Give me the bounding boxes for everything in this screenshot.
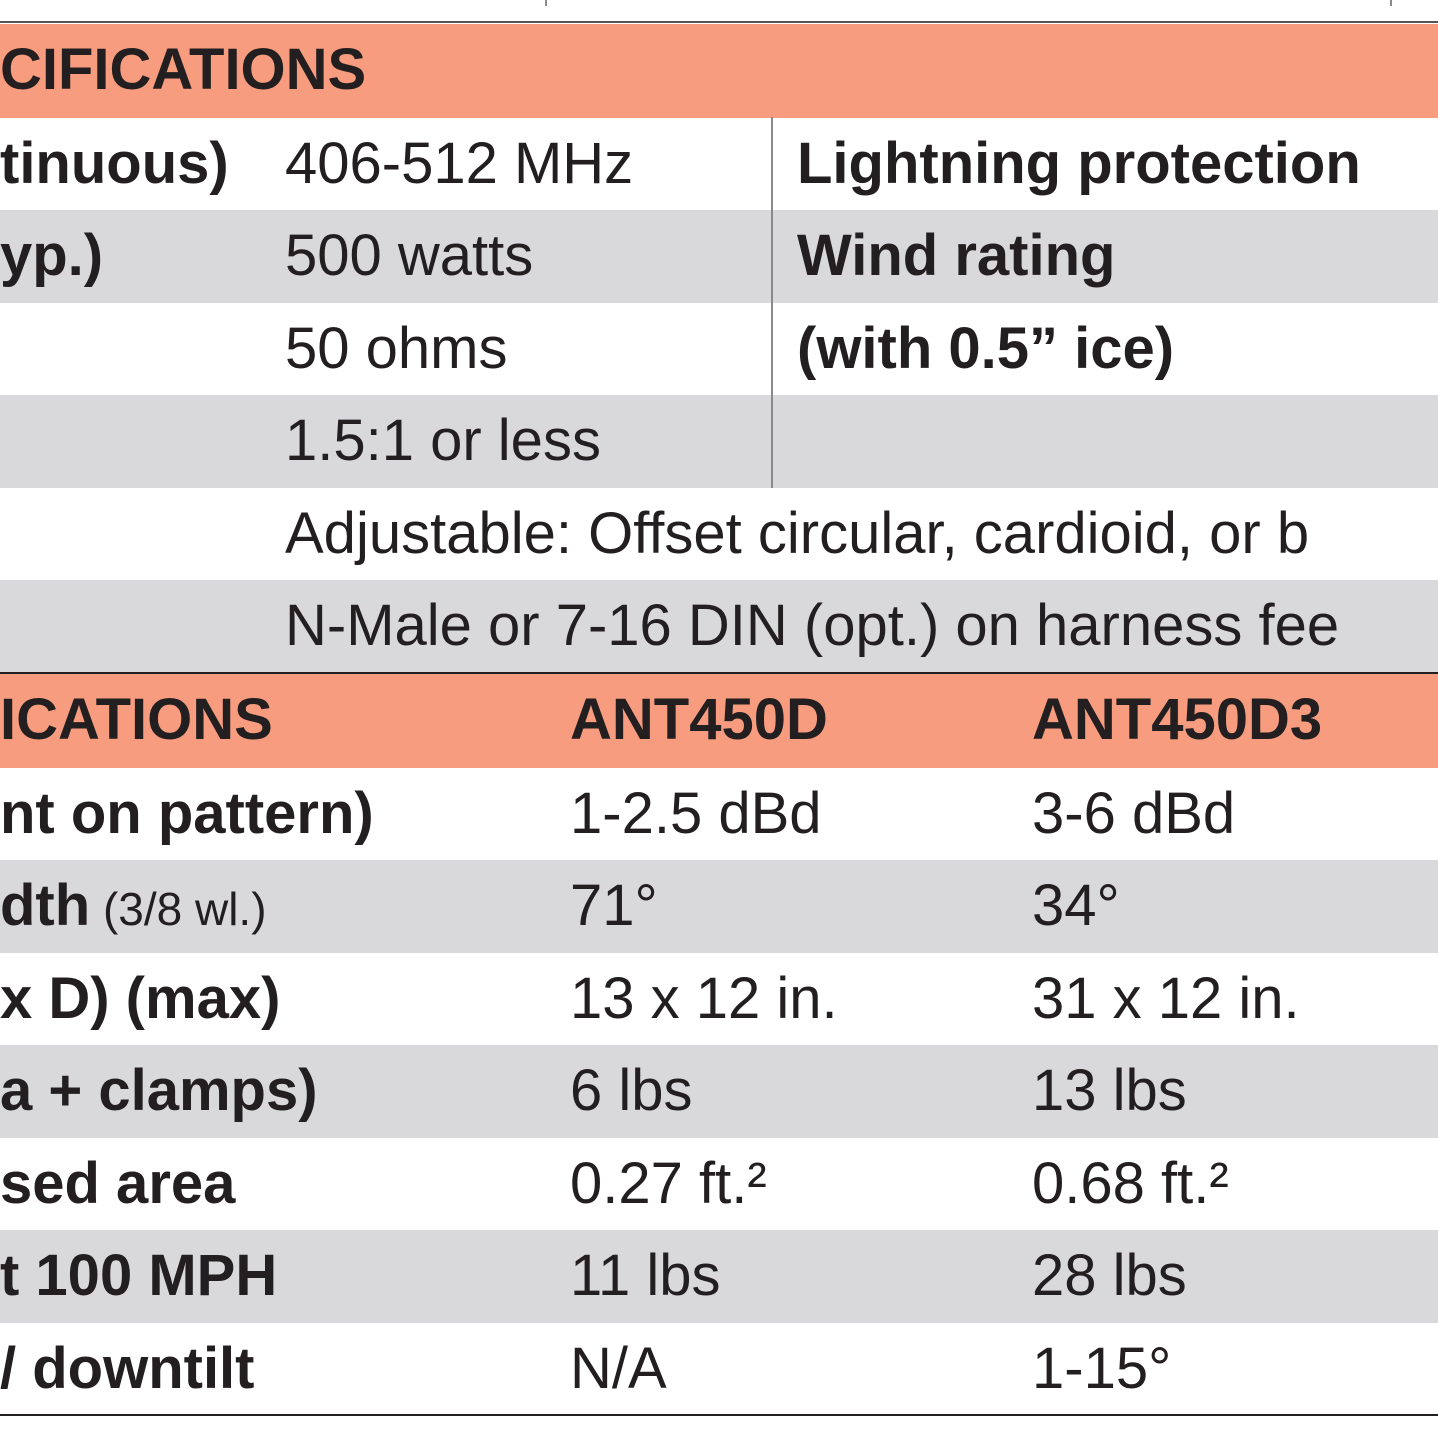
cell-col1: 0.27 ft.² xyxy=(570,1150,767,1216)
cell-col1: 1-2.5 dBd xyxy=(570,780,822,846)
cell-right: Wind rating xyxy=(797,223,1116,288)
row-band xyxy=(0,210,1438,303)
label-note: (3/8 wl.) xyxy=(90,883,267,935)
cell-value: 500 watts xyxy=(285,223,534,288)
tick xyxy=(1390,0,1392,6)
cell-col1: 6 lbs xyxy=(570,1058,693,1123)
row-band xyxy=(0,1137,1438,1230)
cell-col2: 1-15° xyxy=(1032,1335,1172,1401)
cell-value: 1.5:1 or less xyxy=(285,408,601,473)
tick xyxy=(545,0,547,6)
cell-col2: 31 x 12 in. xyxy=(1032,965,1300,1031)
cell-value: N-Male or 7-16 DIN (opt.) on harness fee xyxy=(285,593,1340,658)
row-band xyxy=(0,395,1438,488)
row-band xyxy=(0,767,1438,860)
row-band xyxy=(0,487,1438,580)
cell-value: 50 ohms xyxy=(285,315,508,381)
cell-label: t 100 MPH xyxy=(0,1243,278,1308)
cell-col1: 13 x 12 in. xyxy=(570,965,838,1031)
cell-col1: 11 lbs xyxy=(570,1243,721,1308)
cell-col2: 0.68 ft.² xyxy=(1032,1150,1229,1216)
header-text: ANT450D3 xyxy=(1032,687,1323,752)
row-band xyxy=(0,860,1438,953)
row-band xyxy=(0,1045,1438,1138)
header-text: ANT450D xyxy=(570,687,828,752)
label-main: dth xyxy=(0,873,91,938)
cell-right: (with 0.5” ice) xyxy=(797,315,1175,381)
cell-label: yp.) xyxy=(0,223,104,288)
top-rule xyxy=(0,21,1438,23)
cell-col2: 28 lbs xyxy=(1032,1243,1187,1308)
cell-label: a + clamps) xyxy=(0,1058,318,1123)
cell-label: tinuous) xyxy=(0,130,229,196)
row-band xyxy=(0,1230,1438,1323)
row-band xyxy=(0,1322,1438,1415)
row-band xyxy=(0,117,1438,210)
section-rule xyxy=(0,1414,1438,1416)
cell-value: 406-512 MHz xyxy=(285,130,634,196)
cell-right: Lightning protection xyxy=(797,130,1361,196)
row-band xyxy=(0,302,1438,395)
cell-col2: 3-6 dBd xyxy=(1032,780,1236,846)
row-band xyxy=(0,952,1438,1045)
cell-value: Adjustable: Offset circular, cardioid, o… xyxy=(285,500,1310,566)
cell-label: dth (3/8 wl.) xyxy=(0,860,267,955)
header-text: ICATIONS xyxy=(0,687,273,752)
cell-label: x D) (max) xyxy=(0,965,281,1031)
cell-label: nt on pattern) xyxy=(0,780,374,846)
column-divider xyxy=(771,117,773,488)
cell-col1: 71° xyxy=(570,873,658,938)
cell-label: sed area xyxy=(0,1150,236,1216)
cell-col1: N/A xyxy=(570,1335,667,1401)
cell-col2: 13 lbs xyxy=(1032,1058,1187,1123)
header-band xyxy=(0,674,1438,768)
section-rule xyxy=(0,672,1438,674)
cell-label: / downtilt xyxy=(0,1335,255,1401)
row-band xyxy=(0,580,1438,673)
header-text: CIFICATIONS xyxy=(0,37,367,102)
header-band xyxy=(0,24,1438,118)
cell-col2: 34° xyxy=(1032,873,1120,938)
